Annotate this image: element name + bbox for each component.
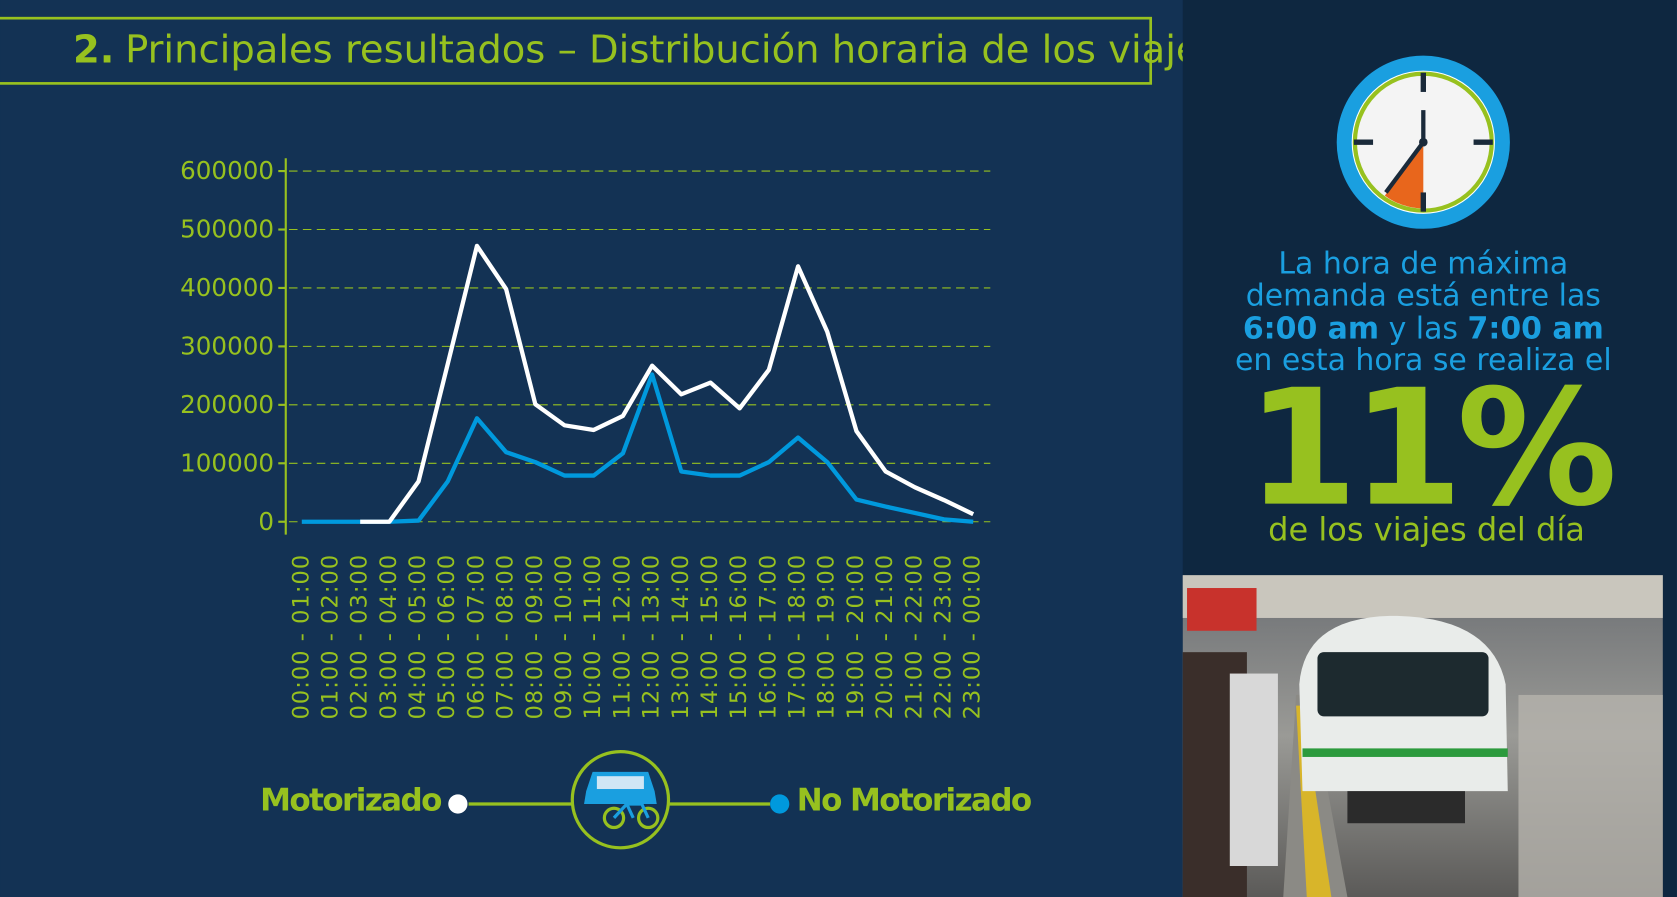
title-text: Principales resultados – Distribución ho… xyxy=(125,27,1220,72)
series-line xyxy=(360,243,975,524)
clock-icon xyxy=(1336,55,1510,229)
x-tick-label: 04:00 - 05:00 xyxy=(405,554,431,720)
x-tick-label: 02:00 - 03:00 xyxy=(347,554,373,720)
x-tick-label: 08:00 - 09:00 xyxy=(522,554,548,720)
legend-label: Motorizado xyxy=(260,782,441,818)
x-tick-label: 18:00 - 19:00 xyxy=(814,554,840,720)
x-tick-label: 17:00 - 18:00 xyxy=(785,554,811,720)
legend-icon-ring xyxy=(570,749,671,850)
x-tick-label: 11:00 - 12:00 xyxy=(609,554,635,720)
y-tick-label: 0 xyxy=(258,507,274,536)
title: 2. Principales resultados – Distribución … xyxy=(73,27,1220,72)
x-tick-label: 12:00 - 13:00 xyxy=(639,554,665,720)
x-tick-label: 16:00 - 17:00 xyxy=(755,554,781,720)
x-tick-label: 06:00 - 07:00 xyxy=(463,554,489,720)
sidebar-line: en esta hora se realiza el xyxy=(1235,343,1612,378)
highlight-percent: 11% xyxy=(1246,355,1612,542)
connector: y las xyxy=(1389,311,1458,346)
y-tick-label: 500000 xyxy=(180,215,274,244)
y-tick-label: 400000 xyxy=(180,273,274,302)
y-tick-label: 200000 xyxy=(180,390,274,419)
sidebar-line: La hora de máxima xyxy=(1278,247,1568,282)
chart: 0 100000 200000 300000 400000 500000 600000 00:… xyxy=(180,156,991,720)
x-tick-label: 23:00 - 00:00 xyxy=(960,554,986,720)
x-tick-label: 01:00 - 02:00 xyxy=(317,554,343,720)
peak-start: 6:00 am xyxy=(1243,311,1379,346)
x-tick-label: 05:00 - 06:00 xyxy=(434,554,460,720)
bike-frame xyxy=(612,802,650,819)
sidebar-line: 6:00 am y las 7:00 am xyxy=(1243,311,1604,346)
x-tick-label: 00:00 - 01:00 xyxy=(288,554,314,720)
x-tick-label: 14:00 - 15:00 xyxy=(697,554,723,720)
peak-end: 7:00 am xyxy=(1468,311,1604,346)
y-tick-label: 600000 xyxy=(180,156,274,185)
legend-swatch xyxy=(770,794,790,814)
title-box xyxy=(0,16,1153,85)
background xyxy=(0,0,1182,897)
sidebar-footer: de los viajes del día xyxy=(1268,510,1585,548)
x-tick-label: 10:00 - 11:00 xyxy=(580,554,606,720)
sidebar-text: La hora de máxima demanda está entre las… xyxy=(1235,247,1612,378)
x-tick-label: 13:00 - 14:00 xyxy=(668,554,694,720)
title-number: 2. xyxy=(73,27,114,72)
legend: Motorizado No Motorizado xyxy=(260,749,1033,850)
x-tick-label: 09:00 - 10:00 xyxy=(551,554,577,720)
legend-swatch xyxy=(448,794,468,814)
x-tick-label: 03:00 - 04:00 xyxy=(376,554,402,720)
sidebar-line: demanda está entre las xyxy=(1246,279,1601,314)
x-tick-label: 20:00 - 21:00 xyxy=(872,554,898,720)
x-tick-label: 19:00 - 20:00 xyxy=(843,554,869,720)
x-tick-label: 21:00 - 22:00 xyxy=(901,554,927,720)
x-tick-label: 15:00 - 16:00 xyxy=(726,554,752,720)
bike-wheel xyxy=(636,806,660,830)
y-tick-label: 300000 xyxy=(180,331,274,360)
y-tick-label: 100000 xyxy=(180,448,274,477)
train-photo xyxy=(1182,575,1663,897)
bike-wheel xyxy=(602,806,626,830)
legend-label: No Motorizado xyxy=(797,782,1031,818)
series-line xyxy=(301,372,974,524)
car-window xyxy=(596,776,644,790)
x-tick-label: 07:00 - 08:00 xyxy=(493,554,519,720)
x-tick-label: 22:00 - 23:00 xyxy=(931,554,957,720)
